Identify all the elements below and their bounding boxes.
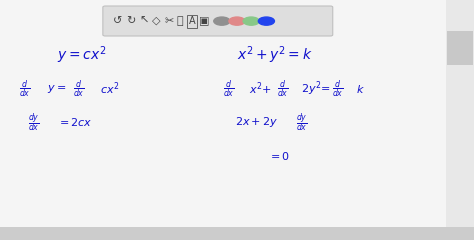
Text: ✂: ✂ [164, 16, 173, 26]
FancyBboxPatch shape [103, 6, 333, 36]
Text: $k$: $k$ [356, 83, 365, 95]
Text: $2x + 2y$: $2x + 2y$ [235, 115, 278, 129]
Text: ↺: ↺ [113, 16, 122, 26]
Text: $2y^2\!=\!$: $2y^2\!=\!$ [301, 79, 331, 98]
Bar [446, 0, 474, 227]
Text: $\frac{d}{dx}$: $\frac{d}{dx}$ [332, 78, 343, 100]
Circle shape [229, 17, 245, 25]
Text: ◇: ◇ [152, 16, 161, 26]
Text: $\frac{d}{dx}$: $\frac{d}{dx}$ [277, 78, 289, 100]
Text: $\frac{dy}{dx}$: $\frac{dy}{dx}$ [28, 111, 40, 134]
Text: A: A [189, 16, 195, 26]
Circle shape [258, 17, 274, 25]
Text: $\frac{d}{dx}$: $\frac{d}{dx}$ [223, 78, 234, 100]
Text: $\frac{d}{dx}$: $\frac{d}{dx}$ [73, 78, 85, 100]
Text: ▣: ▣ [199, 16, 209, 26]
Circle shape [214, 17, 230, 25]
Text: $cx^2$: $cx^2$ [100, 80, 119, 97]
Text: $x^2 + y^2 = k$: $x^2 + y^2 = k$ [237, 44, 313, 66]
Bar [0, 227, 474, 240]
Text: ↖: ↖ [140, 16, 149, 26]
Text: $= 2cx$: $= 2cx$ [57, 116, 92, 128]
Text: $y = cx^2$: $y = cx^2$ [57, 44, 106, 66]
Circle shape [243, 17, 259, 25]
Bar [447, 31, 473, 65]
Text: $x^2\!+$: $x^2\!+$ [249, 80, 272, 97]
Text: $\frac{d}{dx}$: $\frac{d}{dx}$ [19, 78, 30, 100]
Text: $y=$: $y=$ [47, 83, 66, 95]
Text: $\frac{dy}{dx}$: $\frac{dy}{dx}$ [296, 111, 308, 134]
Text: ⟋: ⟋ [177, 16, 183, 26]
Text: $= 0$: $= 0$ [268, 150, 290, 162]
Text: ↻: ↻ [126, 16, 136, 26]
